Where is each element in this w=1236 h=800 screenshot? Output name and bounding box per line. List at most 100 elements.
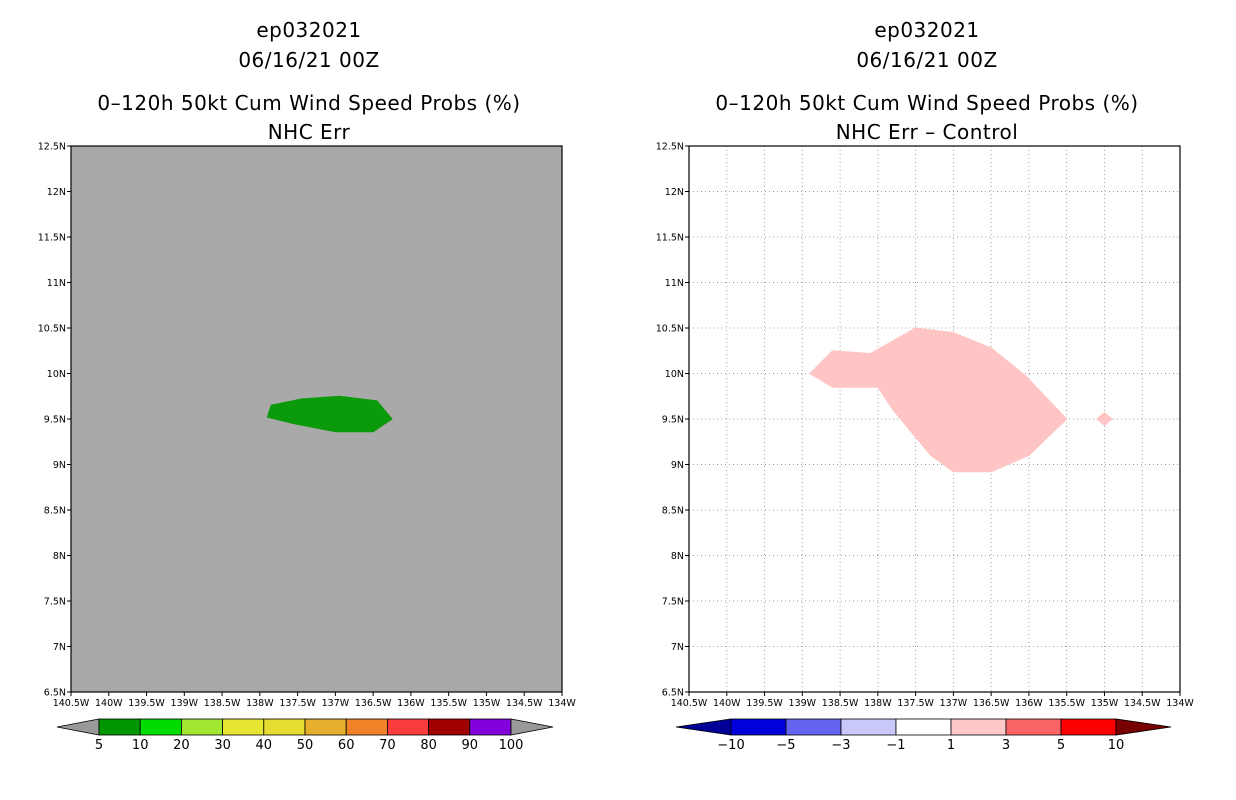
- colorbar-swatch: [895, 718, 952, 736]
- colorbar-label: 70: [379, 738, 396, 753]
- product-title: 0–120h 50kt Cum Wind Speed Probs (%): [97, 91, 521, 115]
- y-tick-label: 7.5N: [662, 597, 684, 608]
- x-tick-label: 140.5W: [53, 698, 90, 709]
- colorbar-label: 50: [297, 738, 314, 753]
- x-tick-label: 135.5W: [1048, 698, 1085, 709]
- colorbar-swatch: [840, 718, 897, 736]
- colorbar-label: 80: [420, 738, 437, 753]
- colorbar-swatch: [950, 718, 1007, 736]
- colorbar-label: −10: [717, 738, 744, 753]
- x-tick-label: 136W: [1015, 698, 1043, 709]
- colorbar-extend-low: [675, 718, 732, 736]
- x-tick-label: 137W: [940, 698, 968, 709]
- y-tick-label: 10N: [665, 369, 684, 380]
- colorbar-swatch: [222, 718, 265, 736]
- left-panel: ep032021 06/16/21 00Z 0–120h 50kt Cum Wi…: [38, 18, 577, 754]
- x-tick-label: 140.5W: [671, 698, 708, 709]
- x-tick-label: 136W: [397, 698, 425, 709]
- colorbar-swatch: [386, 718, 429, 736]
- colorbar-label: 10: [132, 738, 149, 753]
- y-tick-label: 9N: [671, 460, 684, 471]
- probability-region: [1096, 411, 1113, 427]
- colorbar-label: 10: [1108, 738, 1125, 753]
- y-tick-label: 7N: [671, 642, 684, 653]
- x-tick-label: 135.5W: [430, 698, 467, 709]
- x-tick-label: 134W: [1166, 698, 1194, 709]
- colorbar-swatch: [428, 718, 471, 736]
- colorbar-swatch: [345, 718, 388, 736]
- y-tick-label: 9.5N: [662, 415, 684, 426]
- left-chart: 140.5W 140W 139.5W 139W 138.5W 138W 137.5W 137W…: [38, 142, 577, 754]
- colorbar-swatch: [1005, 718, 1062, 736]
- colorbar-label: −3: [831, 738, 850, 753]
- colorbar-label: 3: [1002, 738, 1010, 753]
- colorbar-swatch: [98, 718, 141, 736]
- probability-region: [266, 395, 393, 433]
- y-tick-label: 11.5N: [656, 233, 684, 244]
- y-tick-label: 10N: [47, 369, 66, 380]
- x-tick-label: 138.5W: [822, 698, 859, 709]
- colorbar-extend-high: [510, 718, 554, 736]
- product-subtitle: NHC Err – Control: [835, 120, 1019, 144]
- y-tick-label: 10.5N: [656, 324, 684, 335]
- y-tick-label: 12.5N: [656, 142, 684, 153]
- x-tick-label: 139.5W: [128, 698, 165, 709]
- y-tick-label: 11N: [47, 278, 66, 289]
- y-tick-label: 7N: [53, 642, 66, 653]
- colorbar-label: 100: [499, 738, 524, 753]
- y-tick-label: 11.5N: [38, 233, 66, 244]
- colorbar-swatch: [785, 718, 842, 736]
- product-subtitle: NHC Err: [267, 120, 351, 144]
- probability-region: [809, 327, 1068, 473]
- y-tick-label: 9N: [53, 460, 66, 471]
- x-tick-label: 134.5W: [506, 698, 543, 709]
- colorbar-swatch: [180, 718, 223, 736]
- y-tick-label: 12N: [665, 187, 684, 198]
- colorbar-label: 5: [1057, 738, 1065, 753]
- x-tick-label: 139W: [789, 698, 817, 709]
- y-tick-label: 10.5N: [38, 324, 66, 335]
- colorbar-extend-low: [56, 718, 100, 736]
- y-tick-label: 9.5N: [44, 415, 66, 426]
- colorbar-label: 5: [95, 738, 103, 753]
- x-tick-label: 137.5W: [279, 698, 316, 709]
- x-tick-label: 140W: [713, 698, 741, 709]
- colorbar-label: 30: [214, 738, 231, 753]
- x-tick-label: 138.5W: [204, 698, 241, 709]
- storm-id: ep032021: [874, 18, 980, 42]
- colorbar-label: 60: [338, 738, 355, 753]
- colorbar-extend-high: [1115, 718, 1172, 736]
- y-tick-label: 8.5N: [662, 506, 684, 517]
- right-panel: ep032021 06/16/21 00Z 0–120h 50kt Cum Wi…: [618, 0, 1236, 800]
- x-tick-label: 136.5W: [355, 698, 392, 709]
- y-tick-label: 8.5N: [44, 506, 66, 517]
- y-tick-label: 7.5N: [44, 597, 66, 608]
- colorbar-swatch: [469, 718, 512, 736]
- x-tick-label: 140W: [95, 698, 123, 709]
- y-tick-label: 12.5N: [38, 142, 66, 153]
- product-title: 0–120h 50kt Cum Wind Speed Probs (%): [715, 91, 1139, 115]
- x-tick-label: 135W: [473, 698, 501, 709]
- x-tick-label: 135W: [1091, 698, 1119, 709]
- x-tick-label: 138W: [864, 698, 892, 709]
- colorbar-label: 40: [256, 738, 273, 753]
- colorbar-swatch: [263, 718, 306, 736]
- colorbar-label: −5: [776, 738, 795, 753]
- x-tick-label: 139.5W: [746, 698, 783, 709]
- colorbar-label: 1: [947, 738, 955, 753]
- x-tick-label: 137.5W: [897, 698, 934, 709]
- x-tick-label: 139W: [171, 698, 199, 709]
- colorbar-label: −1: [886, 738, 905, 753]
- colorbar-label: 20: [173, 738, 190, 753]
- y-tick-label: 8N: [53, 551, 66, 562]
- y-tick-label: 11N: [665, 278, 684, 289]
- y-tick-label: 6.5N: [662, 688, 684, 699]
- colorbar-swatch: [304, 718, 347, 736]
- storm-id: ep032021: [256, 18, 362, 42]
- y-tick-label: 6.5N: [44, 688, 66, 699]
- colorbar-swatch: [139, 718, 182, 736]
- right-chart: 140.5W 140W 139.5W 139W 138.5W 138W 137.5W 137W…: [656, 142, 1195, 754]
- x-tick-label: 138W: [246, 698, 274, 709]
- colorbar-swatch: [730, 718, 787, 736]
- x-tick-label: 134.5W: [1124, 698, 1161, 709]
